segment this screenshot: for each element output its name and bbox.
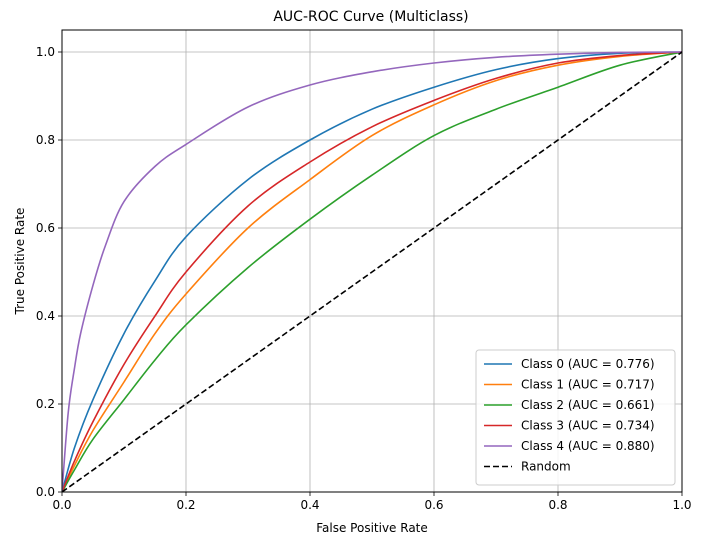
plot-frame — [61, 29, 683, 493]
y-axis-label: True Positive Rate — [13, 208, 27, 316]
chart-title: AUC-ROC Curve (Multiclass) — [273, 9, 468, 25]
y-tick-label: 0.2 — [36, 397, 55, 411]
axis-ticks: 0.0 0.2 0.4 0.6 0.8 1.0 0.0 0.2 0.4 0.6 0.8 1.0 — [36, 45, 692, 512]
legend: Class 0 (AUC = 0.776) Class 1 (AUC = 0.71… — [475, 349, 676, 486]
series-line-class-3-auc-0-734 — [62, 51, 682, 492]
legend-box — [475, 349, 676, 486]
y-tick-label: 0.8 — [36, 133, 55, 147]
series-line-class-0-auc-0-776 — [62, 51, 682, 492]
x-tick-label: 0.6 — [424, 498, 443, 512]
series-line-class-2-auc-0-661 — [62, 51, 682, 492]
legend-entry: Class 2 (AUC = 0.661) — [521, 398, 655, 412]
legend-entry: Random — [521, 460, 571, 474]
legend-entry: Class 3 (AUC = 0.734) — [521, 419, 655, 433]
series-line-class-4-auc-0-880 — [62, 51, 682, 492]
x-tick-label: 0.2 — [176, 498, 195, 512]
y-tick-label: 0.4 — [36, 309, 55, 323]
y-tick-label: 0.6 — [36, 221, 55, 235]
y-tick-label: 1.0 — [36, 45, 55, 59]
y-tick-label: 0.0 — [36, 485, 55, 499]
x-tick-label: 0.4 — [300, 498, 319, 512]
x-tick-label: 1.0 — [672, 498, 691, 512]
x-tick-label: 0.8 — [548, 498, 567, 512]
legend-entry: Class 0 (AUC = 0.776) — [521, 357, 655, 371]
legend-entry: Class 4 (AUC = 0.880) — [521, 439, 655, 453]
series-line-random — [62, 51, 682, 492]
series-line-class-1-auc-0-717 — [62, 51, 682, 492]
legend-entry: Class 1 (AUC = 0.717) — [521, 378, 655, 392]
x-tick-label: 0.0 — [52, 498, 71, 512]
series-layer — [62, 51, 682, 492]
x-axis-label: False Positive Rate — [316, 521, 428, 535]
